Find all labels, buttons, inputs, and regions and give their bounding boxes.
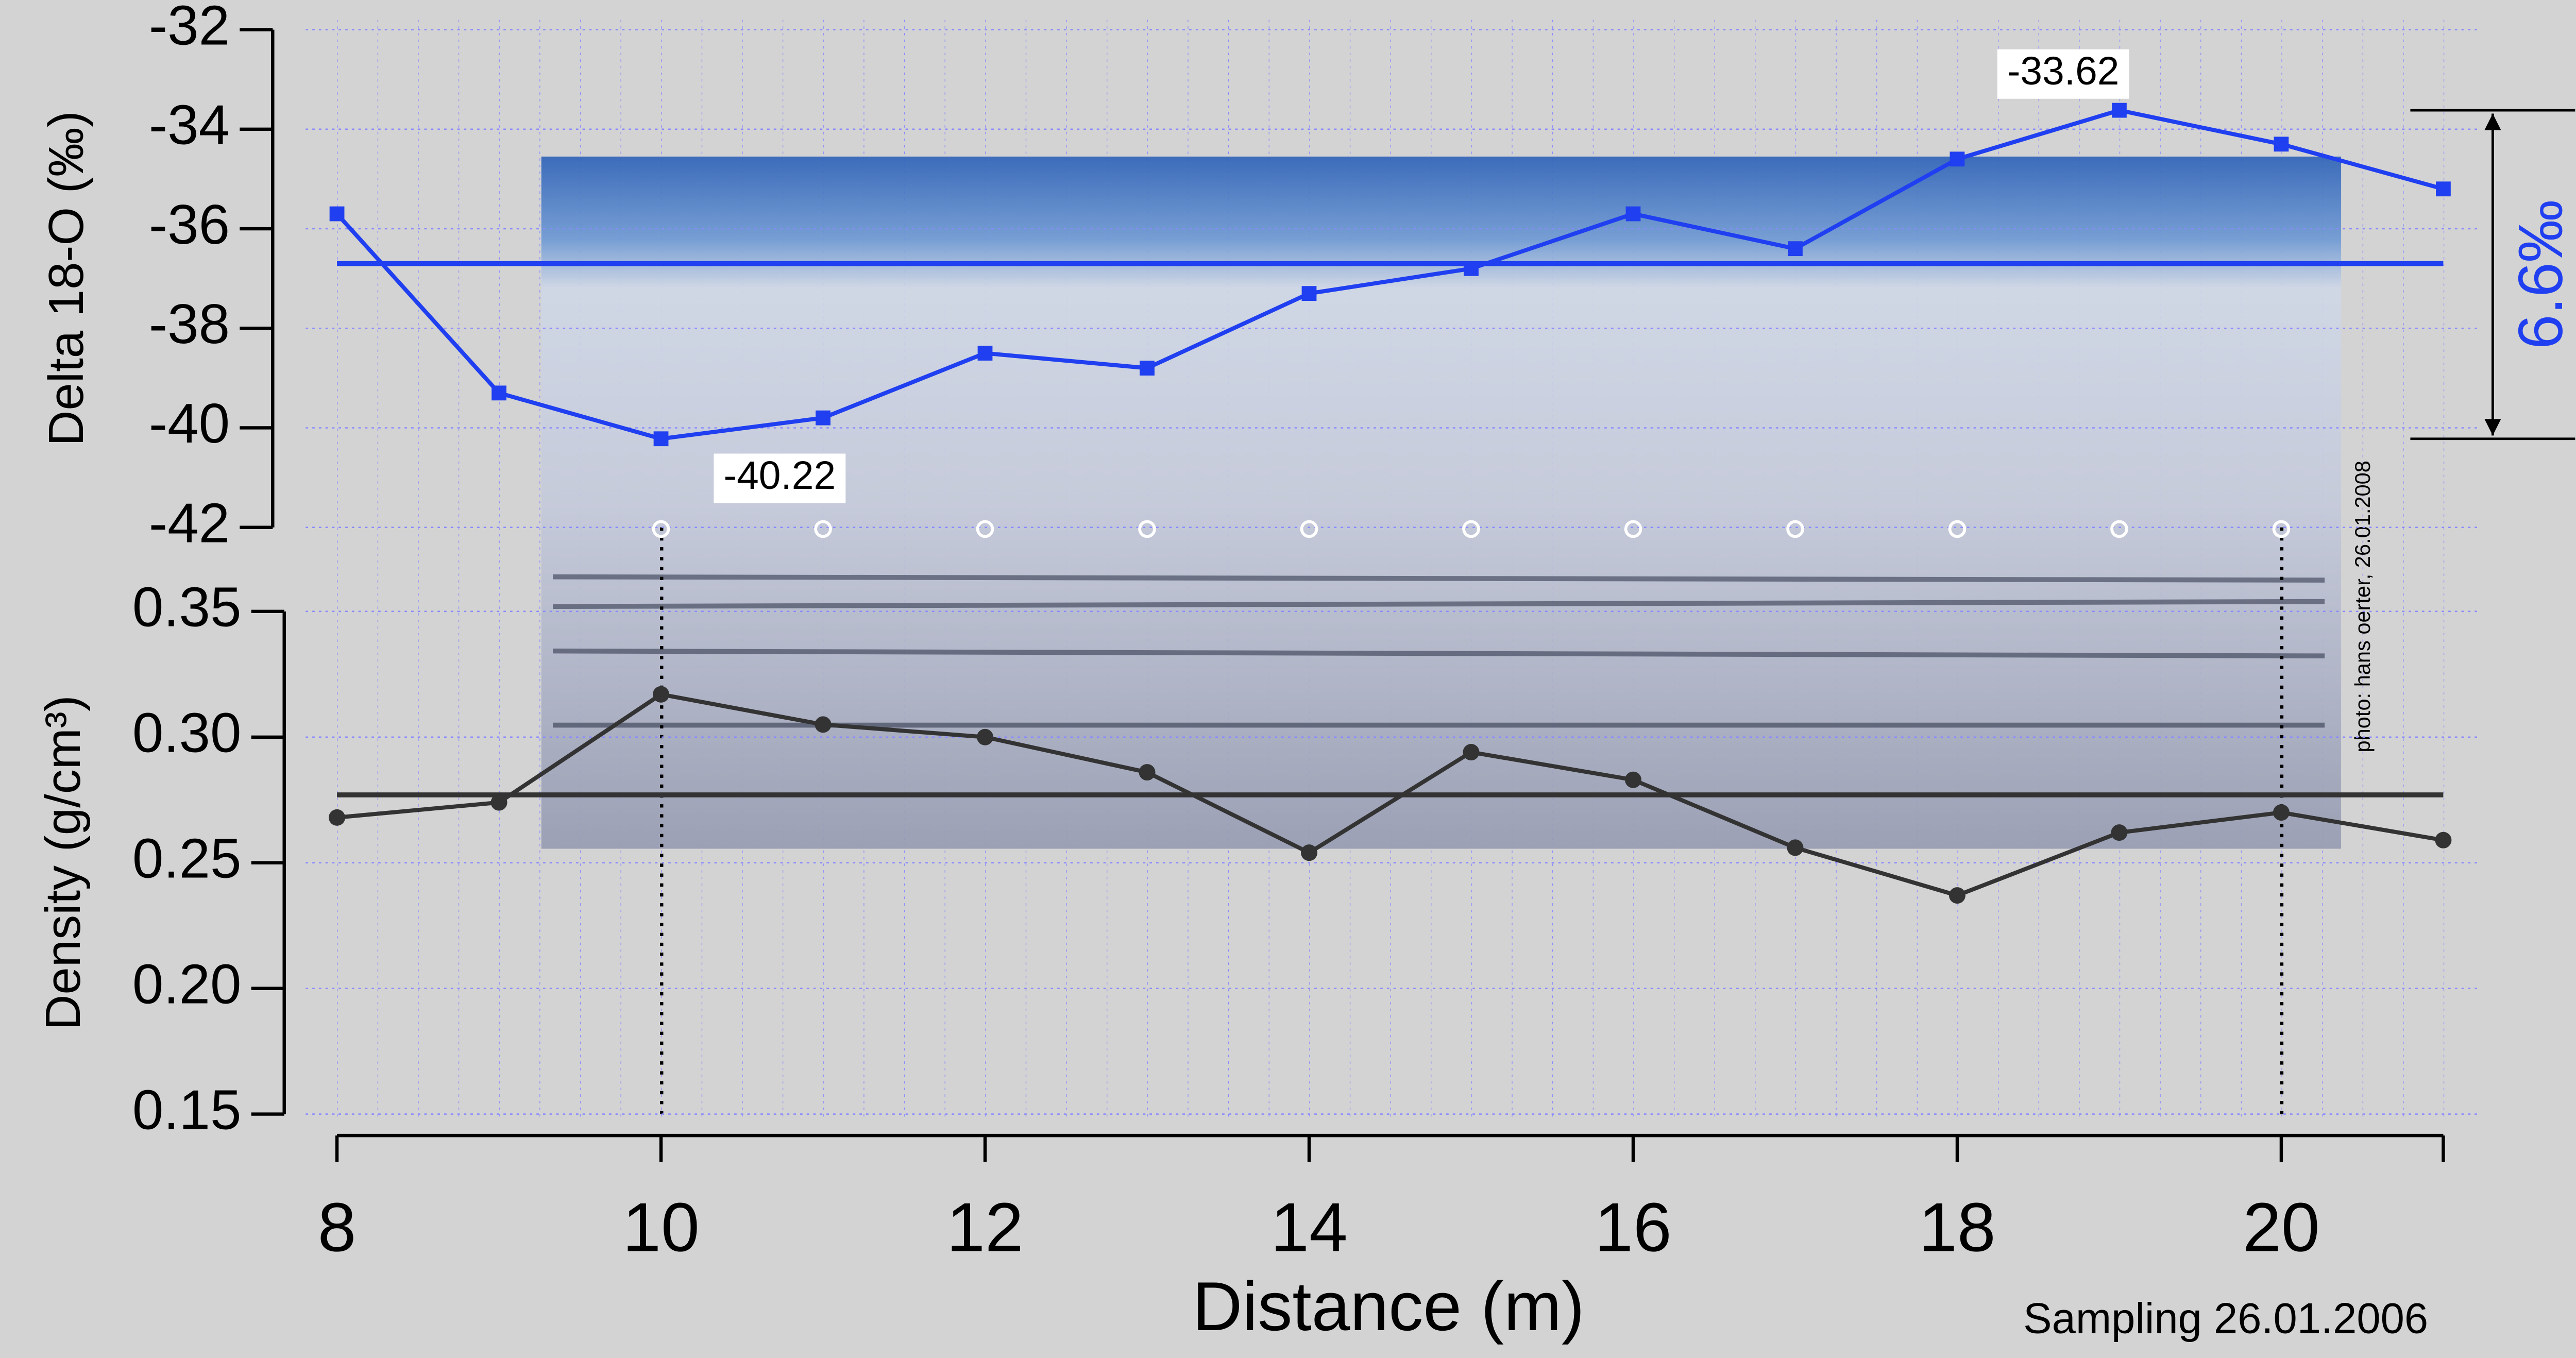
data-point [816, 410, 831, 426]
x-tick-label: 12 [946, 1189, 1023, 1266]
data-point [1463, 744, 1480, 761]
sample-marker [652, 520, 670, 538]
range-label: 6.6‰ [2505, 200, 2575, 350]
photo-credit: photo: hans oerter, 26.01.2008 [2350, 461, 2375, 752]
x-tick-label: 20 [2243, 1189, 2319, 1266]
data-point [1625, 206, 1641, 222]
data-point [977, 346, 993, 361]
data-point [2436, 181, 2451, 197]
data-point [329, 206, 345, 222]
data-point [2435, 831, 2452, 848]
value-label-bg [714, 453, 846, 503]
sample-marker [1786, 520, 1804, 538]
value-label-bg [1997, 49, 2129, 99]
x-tick-label: 10 [622, 1189, 699, 1266]
x-tick-label: 18 [1919, 1189, 1995, 1266]
data-line [335, 108, 2444, 441]
data-point [815, 716, 832, 733]
data-point [2111, 824, 2128, 841]
data-point [1950, 151, 1965, 167]
value-label: -33.62 [2007, 49, 2120, 93]
data-point [653, 431, 669, 447]
y-axis-label: Density (g/cm³) [36, 695, 91, 1030]
data-point [1948, 887, 1965, 904]
sample-marker [1624, 520, 1642, 538]
sample-marker [814, 520, 832, 538]
data-point [977, 728, 994, 745]
x-tick-label: 8 [318, 1189, 357, 1266]
y-tick-label: -32 [149, 0, 230, 57]
y-tick-label: -34 [149, 94, 230, 157]
y-tick-label: 0.20 [132, 953, 242, 1015]
data-point [2112, 103, 2127, 118]
y-tick-label: -36 [149, 194, 230, 256]
data-point [1788, 241, 1803, 257]
data-point [1464, 261, 1479, 276]
data-point [1301, 844, 1317, 861]
data-point [1624, 771, 1641, 788]
footer: Sampling 26.01.2006 [2023, 1295, 2428, 1343]
sample-marker [2272, 520, 2291, 538]
sample-marker [1138, 520, 1156, 538]
data-point [1139, 764, 1156, 781]
y-tick-label: 0.35 [132, 576, 242, 639]
y-tick-label: 0.15 [132, 1079, 242, 1141]
sample-marker [1300, 520, 1318, 538]
data-point [492, 385, 506, 401]
y-tick-label: -40 [149, 393, 230, 455]
y-tick-label: 0.30 [132, 702, 242, 765]
data-point [1301, 286, 1317, 301]
data-point [653, 686, 670, 703]
y-tick-label: -38 [149, 293, 230, 355]
data-line [336, 692, 2444, 898]
y-tick-label: 0.25 [132, 827, 242, 890]
data-point [490, 794, 507, 811]
sample-marker [976, 520, 994, 538]
data-point [1140, 361, 1155, 376]
data-point [2274, 137, 2289, 152]
sample-marker [2110, 520, 2128, 538]
sample-marker [1462, 520, 1480, 538]
data-point [2273, 804, 2290, 821]
x-axis-label: Distance (m) [1192, 1268, 1584, 1345]
y-axis-label: Delta 18-O (‰) [39, 111, 94, 446]
sample-marker [1948, 520, 1967, 538]
y-tick-label: -42 [149, 492, 230, 554]
x-tick-label: 16 [1595, 1189, 1671, 1266]
data-point [329, 809, 346, 826]
data-point [1787, 839, 1804, 856]
value-label: -40.22 [724, 454, 836, 498]
x-tick-label: 14 [1270, 1189, 1347, 1266]
